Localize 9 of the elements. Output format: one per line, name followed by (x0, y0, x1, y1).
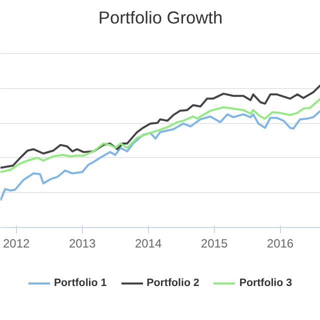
x-tick-label: 2015 (200, 236, 228, 250)
x-tick-label: 2013 (68, 236, 96, 250)
legend-label: Portfolio 3 (239, 276, 292, 288)
x-tick-label: 2014 (134, 236, 162, 250)
legend-label: Portfolio 1 (54, 276, 107, 288)
legend-label: Portfolio 2 (146, 276, 200, 288)
x-tick-label: 2016 (266, 236, 294, 250)
chart-title: Portfolio Growth (98, 8, 223, 28)
x-tick-label: 2012 (2, 236, 30, 250)
